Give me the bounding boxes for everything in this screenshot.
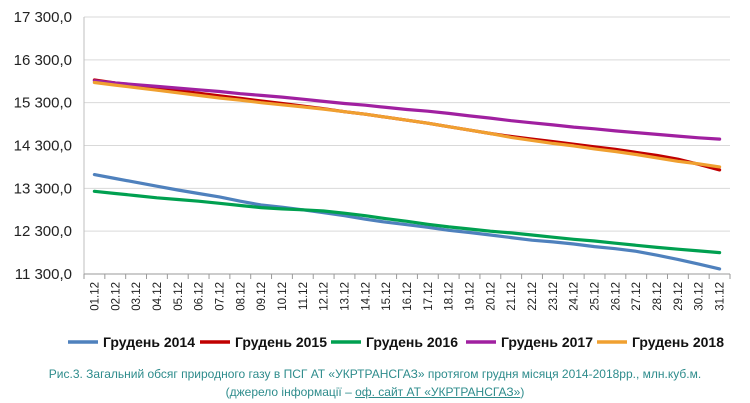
y-tick-label: 12 300,0 xyxy=(14,223,72,240)
x-tick-label: 07.12 xyxy=(214,282,226,311)
x-tick-label: 04.12 xyxy=(152,282,164,311)
x-tick-label: 09.12 xyxy=(256,282,268,311)
source-prefix: (джерело інформації – xyxy=(225,385,356,399)
legend-label: Грудень 2014 xyxy=(103,334,195,350)
x-tick-label: 27.12 xyxy=(631,282,643,311)
x-tick-label: 23.12 xyxy=(548,282,560,311)
series-line xyxy=(92,80,722,169)
x-tick-label: 08.12 xyxy=(235,282,247,311)
x-tick-label: 12.12 xyxy=(319,282,331,311)
x-tick-label: 21.12 xyxy=(506,282,518,311)
x-tick-label: 24.12 xyxy=(569,282,581,311)
x-tick-label: 03.12 xyxy=(131,282,143,311)
y-tick-label: 13 300,0 xyxy=(14,180,72,197)
series-lines xyxy=(92,78,722,271)
legend: Грудень 2014 Грудень 2015 Грудень 2016 Груд… xyxy=(68,334,724,350)
x-tick-label: 30.12 xyxy=(694,282,706,311)
y-tick-label: 11 300,0 xyxy=(15,266,72,283)
x-tick-label: 20.12 xyxy=(485,282,497,311)
y-tick-label: 16 300,0 xyxy=(14,52,72,69)
grid-lines xyxy=(84,16,730,275)
x-tick-label: 14.12 xyxy=(360,282,372,311)
x-tick-label: 16.12 xyxy=(402,282,414,311)
source-note: (джерело інформації – оф. сайт АТ «УКРТР… xyxy=(0,385,750,399)
y-tick-label: 15 300,0 xyxy=(14,95,72,112)
legend-label: Грудень 2016 xyxy=(366,334,458,350)
x-tick-label: 18.12 xyxy=(444,282,456,311)
series-line xyxy=(92,189,722,255)
series-line xyxy=(92,173,722,271)
x-tick-label: 10.12 xyxy=(277,282,289,311)
x-tick-label: 17.12 xyxy=(423,282,435,311)
y-axis: 11 300,0 12 300,0 13 300,0 14 300,0 15 300,0… xyxy=(14,9,85,283)
figure-caption: Рис.3. Загальний обсяг природного газу в… xyxy=(48,367,702,381)
legend-label: Грудень 2017 xyxy=(501,334,593,350)
line-chart: 11 300,0 12 300,0 13 300,0 14 300,0 15 300,0… xyxy=(14,9,731,350)
x-tick-label: 28.12 xyxy=(652,282,664,311)
x-tick-label: 25.12 xyxy=(590,282,602,311)
legend-label: Грудень 2018 xyxy=(632,334,724,350)
x-tick-label: 15.12 xyxy=(381,282,393,311)
x-tick-label: 29.12 xyxy=(673,282,685,311)
x-tick-label: 11.12 xyxy=(298,282,310,310)
x-tick-label: 22.12 xyxy=(527,282,539,311)
x-tick-label: 19.12 xyxy=(465,282,477,311)
x-tick-label: 26.12 xyxy=(610,282,622,311)
series-line xyxy=(92,79,722,141)
x-tick-label: 13.12 xyxy=(339,282,351,311)
source-suffix: ) xyxy=(520,385,525,399)
x-tick-label: 02.12 xyxy=(110,282,122,311)
x-tick-label: 06.12 xyxy=(194,282,206,311)
y-tick-label: 17 300,0 xyxy=(14,9,72,26)
source-link[interactable]: оф. сайт АТ «УКРТРАНСГАЗ» xyxy=(355,385,521,399)
x-tick-label: 05.12 xyxy=(173,282,185,311)
y-tick-label: 14 300,0 xyxy=(14,138,72,155)
x-tick-label: 31.12 xyxy=(715,282,727,311)
x-axis: 01.12 02.12 03.12 04.12 05.12 06.12 07.12 08.12… xyxy=(83,273,731,311)
legend-label: Грудень 2015 xyxy=(235,334,327,350)
x-tick-label: 01.12 xyxy=(89,282,101,311)
